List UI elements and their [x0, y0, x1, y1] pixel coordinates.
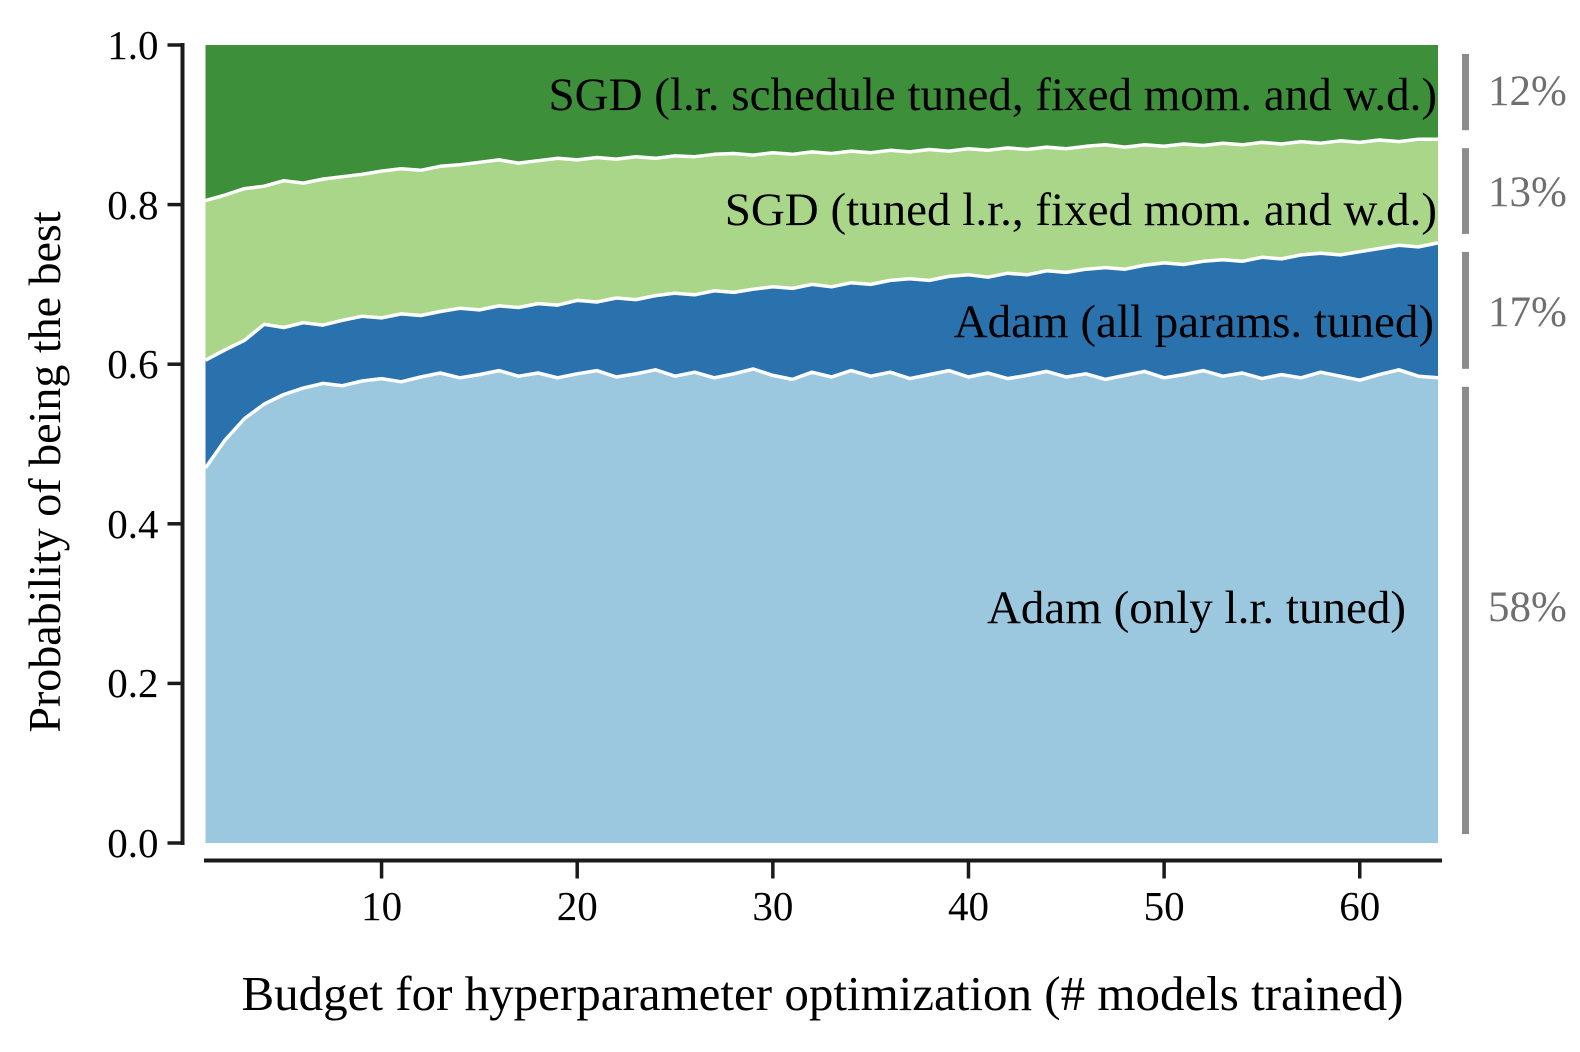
x-tick-label: 60 [1339, 883, 1381, 929]
y-axis-title: Probability of being the best [19, 211, 70, 733]
x-tick-label: 40 [947, 883, 989, 929]
y-tick-label: 0.6 [107, 341, 159, 388]
area-layer-0 [205, 369, 1438, 843]
share-label-12pct: 12% [1488, 68, 1567, 115]
share-bracket-1 [1462, 251, 1469, 369]
area-layer-2 [205, 139, 1438, 361]
x-tick-label: 30 [752, 883, 794, 929]
y-tick-label: 0.8 [107, 181, 159, 228]
share-label-13pct: 13% [1488, 169, 1567, 216]
y-tick-label: 0.4 [107, 500, 159, 547]
y-tick-label: 0.2 [107, 660, 159, 707]
share-bracket-2 [1462, 148, 1469, 234]
area-label-sgd-tuned-lr: SGD (tuned l.r., fixed mom. and w.d.) [724, 184, 1437, 236]
y-tick-label: 0.0 [107, 820, 159, 866]
area-label-adam-only-lr: Adam (only l.r. tuned) [986, 582, 1406, 634]
share-bracket-0 [1462, 386, 1469, 834]
x-axis-title: Budget for hyperparameter optimization (… [241, 966, 1404, 1021]
y-tick-label: 1.0 [107, 22, 159, 68]
area-layer-1 [205, 242, 1438, 468]
x-tick-label: 20 [556, 883, 598, 929]
x-tick-label: 10 [361, 883, 403, 929]
share-label-58pct: 58% [1488, 584, 1567, 631]
layer-separator-line-0 [204, 367, 1439, 469]
share-label-17pct: 17% [1488, 289, 1567, 336]
share-bracket-3 [1462, 54, 1469, 131]
layer-separator-line-1 [204, 241, 1439, 362]
area-label-sgd-lr-schedule: SGD (l.r. schedule tuned, fixed mom. and… [548, 69, 1437, 121]
x-tick-label: 50 [1143, 883, 1185, 929]
area-label-adam-all-params: Adam (all params. tuned) [953, 296, 1434, 348]
layer-separator-line-2 [205, 137, 1438, 203]
